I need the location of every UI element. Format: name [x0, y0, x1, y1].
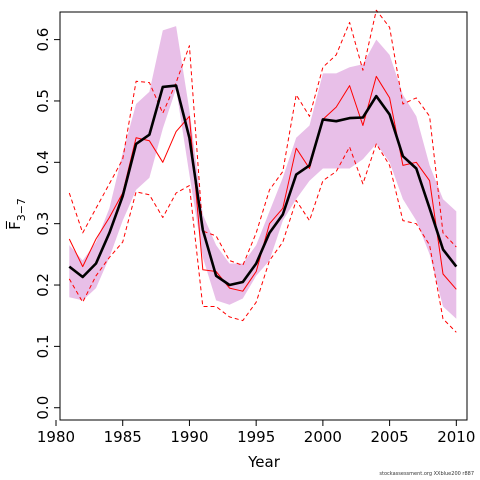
y-tick-label: 0.5	[34, 89, 52, 113]
y-tick-label: 0.4	[34, 150, 52, 174]
x-tick-label: 2010	[437, 428, 475, 446]
confidence-band-layer	[69, 26, 457, 319]
y-tick-label: 0.1	[34, 334, 52, 358]
y-axis-label-main: F̅	[5, 220, 24, 230]
y-tick-label: 0.6	[34, 28, 52, 52]
alt-upper-dashed-line	[68, 9, 457, 266]
y-axis: 0.0 0.1 0.2 0.3 0.4 0.5 0.6	[34, 28, 60, 420]
y-axis-label: F̅3−7	[5, 198, 28, 230]
x-tick-label: 1985	[104, 428, 142, 446]
y-tick-label: 0.0	[34, 396, 52, 420]
alt-lower-dashed-line	[68, 143, 457, 333]
series-layer	[68, 9, 458, 333]
x-axis-label: Year	[247, 453, 281, 471]
confidence-band	[69, 26, 457, 319]
x-axis: 1980 1985 1990 1995 2000 2005 2010	[37, 420, 475, 446]
plot-frame	[59, 11, 468, 421]
x-tick-label: 1990	[170, 428, 208, 446]
x-tick-label: 1995	[237, 428, 275, 446]
x-tick-label: 1980	[37, 428, 75, 446]
y-axis-label-subscript: 3−7	[15, 198, 28, 221]
estimate-line	[68, 84, 458, 287]
footer-credit: stockassessment.org XXblue200 r887	[379, 471, 474, 477]
y-tick-label: 0.3	[34, 212, 52, 236]
x-tick-label: 2000	[304, 428, 342, 446]
y-tick-label: 0.2	[34, 273, 52, 297]
x-tick-label: 2005	[371, 428, 409, 446]
